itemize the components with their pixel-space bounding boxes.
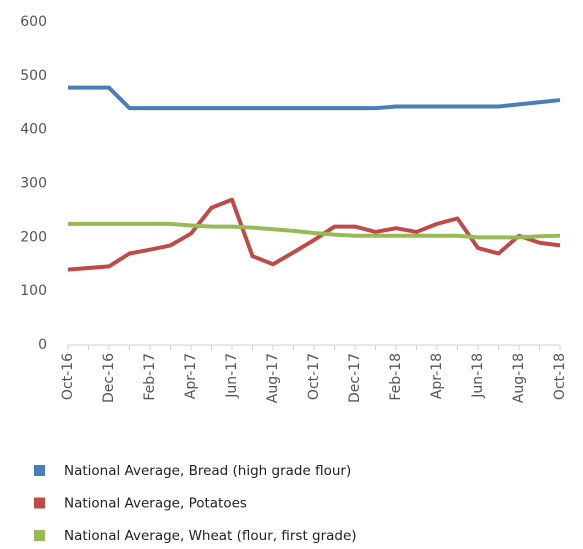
x-tick-label: Oct-16 (60, 353, 76, 400)
series-line (68, 85, 561, 111)
y-tick-label: 500 (20, 68, 47, 84)
x-tick-label: Oct-17 (306, 353, 322, 400)
y-tick-label: 300 (20, 176, 47, 192)
legend-label: National Average, Wheat (flour, first gr… (64, 528, 357, 544)
x-tick-label: Apr-17 (183, 353, 199, 399)
series-line (67, 197, 561, 272)
legend-swatch (34, 530, 45, 541)
legend-swatch (34, 465, 45, 476)
x-tick-label: Feb-17 (142, 353, 158, 401)
y-tick-label: 200 (20, 229, 47, 245)
y-tick-label: 0 (38, 337, 47, 353)
x-tick-label: Oct-18 (552, 353, 568, 400)
legend-label: National Average, Potatoes (64, 496, 247, 512)
legend-label: National Average, Bread (high grade flou… (64, 463, 351, 479)
legend-swatch (34, 497, 45, 509)
x-tick-label: Jun-18 (470, 353, 486, 399)
y-tick-label: 600 (20, 14, 47, 30)
y-tick-label: 400 (20, 122, 47, 138)
x-tick-label: Aug-18 (511, 353, 527, 403)
x-tick-label: Aug-17 (265, 353, 281, 403)
x-tick-label: Feb-18 (388, 353, 404, 401)
x-tick-label: Dec-16 (101, 353, 117, 403)
series-line (68, 221, 561, 240)
x-tick-label: Jun-17 (224, 353, 240, 399)
y-tick-label: 100 (20, 283, 47, 299)
x-tick-label: Apr-18 (429, 353, 445, 399)
x-tick-label: Dec-17 (347, 353, 363, 403)
